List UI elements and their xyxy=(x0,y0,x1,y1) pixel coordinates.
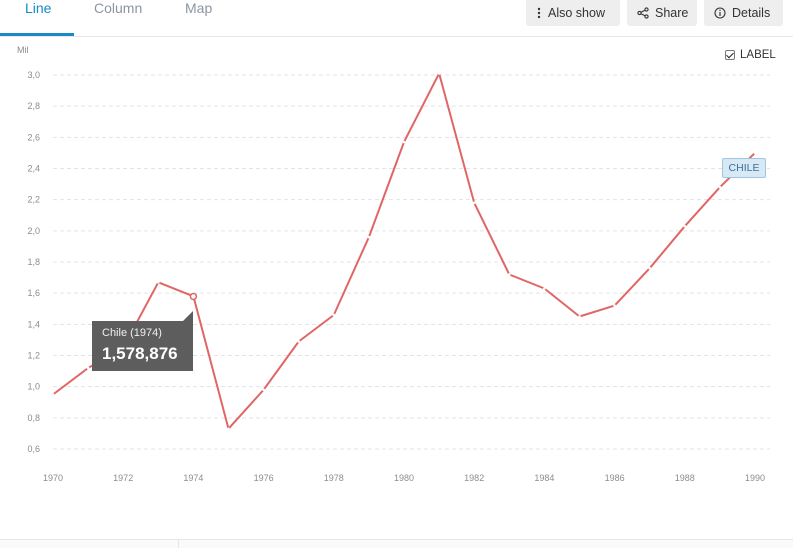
y-tick-label: 1,4 xyxy=(27,319,40,329)
grid-lines xyxy=(53,74,770,450)
details-button[interactable]: Details xyxy=(704,0,783,26)
x-tick-label: 1990 xyxy=(745,473,765,483)
tooltip-value: 1,578,876 xyxy=(102,344,178,363)
data-point[interactable] xyxy=(157,280,160,284)
y-tick-label: 2,0 xyxy=(27,226,40,236)
x-tick-label: 1974 xyxy=(183,473,203,483)
share-icon xyxy=(637,7,649,19)
y-tick-label: 1,0 xyxy=(27,382,40,392)
data-point[interactable] xyxy=(262,388,265,392)
series-line[interactable] xyxy=(52,72,756,430)
data-point[interactable] xyxy=(332,313,336,317)
x-tick-label: 1986 xyxy=(605,473,625,483)
y-tick-label: 0,8 xyxy=(27,413,40,423)
data-point[interactable] xyxy=(472,201,476,205)
tab-line[interactable]: Line xyxy=(25,0,52,16)
data-point[interactable] xyxy=(227,427,230,431)
y-tick-label: 3,0 xyxy=(27,70,40,80)
details-label: Details xyxy=(732,6,771,20)
data-point[interactable] xyxy=(613,304,616,307)
data-point[interactable] xyxy=(51,393,55,396)
label-toggle-text: LABEL xyxy=(740,49,776,61)
data-point[interactable] xyxy=(86,366,90,370)
x-tick-label: 1976 xyxy=(254,473,274,483)
also-show-button[interactable]: Also show xyxy=(526,0,620,26)
bottom-strip xyxy=(0,539,793,548)
data-point[interactable] xyxy=(402,140,406,144)
series-label-chile: CHILE xyxy=(722,158,766,178)
x-tick-label: 1978 xyxy=(324,473,344,483)
data-point[interactable] xyxy=(508,273,511,276)
y-axis-ticks: 0,6 0,8 1,0 1,2 1,4 1,6 1,8 2,0 2,2 2,4 2,6 2,8 3,0 xyxy=(27,70,40,454)
y-tick-label: 2,4 xyxy=(27,164,40,174)
series-chile[interactable] xyxy=(51,72,757,431)
y-tick-label: 2,2 xyxy=(27,195,40,205)
y-axis-unit-label: Mil xyxy=(17,45,29,55)
info-icon xyxy=(714,7,726,19)
data-point[interactable] xyxy=(543,287,546,290)
highlighted-data-point[interactable] xyxy=(189,292,198,301)
data-point[interactable] xyxy=(578,315,581,318)
share-button[interactable]: Share xyxy=(627,0,697,26)
data-point[interactable] xyxy=(718,185,722,189)
data-point[interactable] xyxy=(297,340,301,343)
label-toggle[interactable]: LABEL xyxy=(725,49,776,61)
x-axis-ticks: 1970 1972 1974 1976 1978 1980 1982 1984 1986 1988… xyxy=(43,473,765,483)
also-show-label: Also show xyxy=(548,6,605,20)
data-tooltip: Chile (1974) 1,578,876 xyxy=(92,321,193,371)
x-tick-label: 1982 xyxy=(464,473,484,483)
data-point[interactable] xyxy=(648,266,651,270)
tooltip-title: Chile (1974) xyxy=(102,327,162,339)
line-chart: 0,60,81,01,21,41,61,82,02,22,42,62,83,0 … xyxy=(17,45,770,483)
share-label: Share xyxy=(655,6,689,20)
y-tick-label: 1,2 xyxy=(27,351,40,361)
y-tick-label: 2,8 xyxy=(27,101,40,111)
x-tick-label: 1972 xyxy=(113,473,133,483)
view-tabs-bar: Line Column Map Also show Share Details xyxy=(0,0,793,37)
x-tick-label: 1984 xyxy=(534,473,554,483)
y-tick-label: 0,6 xyxy=(27,444,40,454)
tooltip-arrow xyxy=(183,311,193,321)
bottom-divider xyxy=(178,540,179,548)
checkbox-icon[interactable] xyxy=(725,50,735,60)
x-tick-label: 1980 xyxy=(394,473,414,483)
x-tick-label: 1988 xyxy=(675,473,695,483)
x-tick-label: 1970 xyxy=(43,473,63,483)
data-point[interactable] xyxy=(437,72,441,75)
data-point[interactable] xyxy=(753,151,757,155)
y-tick-label: 1,6 xyxy=(27,288,40,298)
tab-map[interactable]: Map xyxy=(185,0,213,16)
y-tick-label: 1,8 xyxy=(27,257,40,267)
data-point[interactable] xyxy=(367,235,371,239)
data-point[interactable] xyxy=(683,224,687,228)
dots-vertical-icon xyxy=(536,7,542,19)
tab-column[interactable]: Column xyxy=(94,0,143,16)
active-tab-indicator xyxy=(0,33,74,36)
y-tick-label: 2,6 xyxy=(27,132,40,142)
